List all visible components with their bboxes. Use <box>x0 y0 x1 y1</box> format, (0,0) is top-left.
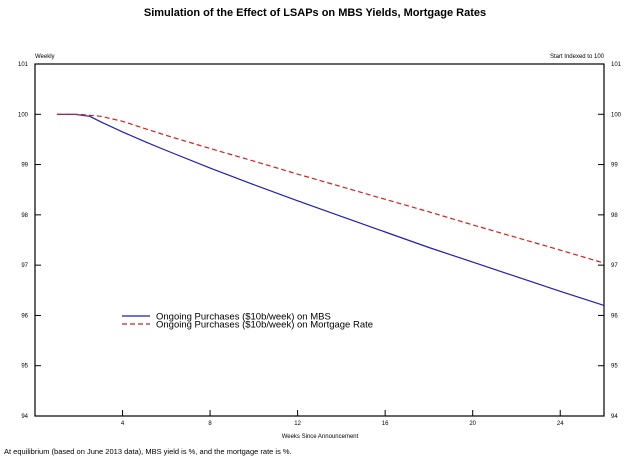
y-tick-label-right: 97 <box>611 263 618 269</box>
x-axis-label: Weeks Since Announcement <box>282 434 359 440</box>
y-tick-label-right: 99 <box>611 163 618 169</box>
right-axis-label: Start Indexed to 100 <box>550 54 605 60</box>
y-tick-label-left: 96 <box>21 313 28 319</box>
y-tick-label-left: 98 <box>21 213 28 219</box>
x-tick-label: 12 <box>294 421 301 427</box>
y-tick-label-left: 97 <box>21 263 28 269</box>
series-line-1 <box>56 113 605 306</box>
plot-frame <box>34 63 605 417</box>
y-tick-label-right: 101 <box>611 62 622 68</box>
x-tick-label: 24 <box>557 421 564 427</box>
series-layer <box>56 113 605 306</box>
y-tick-label-right: 98 <box>611 213 618 219</box>
left-axis-label: Weekly <box>35 54 55 60</box>
y-tick-label-left: 100 <box>18 112 29 118</box>
y-tick-label-right: 100 <box>611 112 622 118</box>
y-tick-label-left: 95 <box>21 364 28 370</box>
y-tick-label-left: 101 <box>18 62 29 68</box>
legend-label-1: Ongoing Purchases ($10b/week) on MBS <box>156 312 331 323</box>
legend: Ongoing Purchases ($10b/week) on MBSOngo… <box>122 312 373 331</box>
series-line-2 <box>56 113 605 264</box>
footnote: At equilibrium (based on June 2013 data)… <box>4 447 292 456</box>
y-ticks-left: 94 95 96 97 98 99 100 101 <box>18 62 41 420</box>
x-ticks: 4 8 12 16 20 24 <box>121 410 564 427</box>
y-ticks-right: 94 95 96 97 98 99 100 101 <box>598 62 622 420</box>
x-tick-label: 16 <box>382 421 389 427</box>
x-tick-label: 20 <box>469 421 476 427</box>
y-tick-label-left: 94 <box>21 414 28 420</box>
legend-label-2: Ongoing Purchases ($10b/week) on Mortgag… <box>156 320 373 331</box>
x-tick-label: 4 <box>121 421 125 427</box>
y-tick-label-right: 95 <box>611 364 618 370</box>
x-tick-label: 8 <box>208 421 212 427</box>
y-tick-label-left: 99 <box>21 163 28 169</box>
chart-title: Simulation of the Effect of LSAPs on MBS… <box>144 7 486 19</box>
y-tick-label-right: 94 <box>611 414 618 420</box>
y-tick-label-right: 96 <box>611 313 618 319</box>
